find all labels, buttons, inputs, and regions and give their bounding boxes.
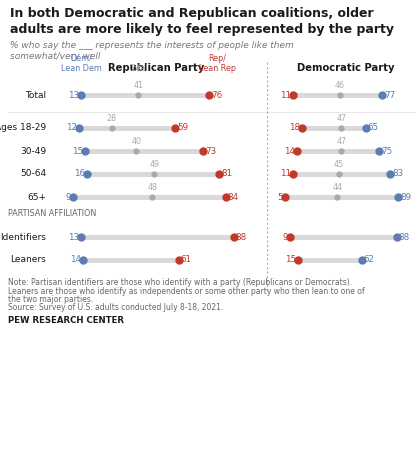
Text: Dem/
Lean Dem: Dem/ Lean Dem <box>61 54 102 73</box>
Text: 65: 65 <box>368 123 379 132</box>
Text: 11: 11 <box>280 170 291 178</box>
Text: 12: 12 <box>66 123 77 132</box>
Text: Identifiers: Identifiers <box>0 233 46 241</box>
Text: 59: 59 <box>177 123 188 132</box>
FancyBboxPatch shape <box>293 92 382 97</box>
Text: 47: 47 <box>336 114 346 123</box>
Text: Source: Survey of U.S. adults conducted July 8-18, 2021.: Source: Survey of U.S. adults conducted … <box>8 303 223 313</box>
Text: 88: 88 <box>399 233 410 241</box>
Text: 44: 44 <box>332 183 342 192</box>
FancyBboxPatch shape <box>302 125 366 130</box>
Text: 9: 9 <box>283 233 288 241</box>
Text: 48: 48 <box>147 183 158 192</box>
Text: 5: 5 <box>277 192 283 201</box>
Text: % who say the ___ represents the interests of people like them
somewhat/very wel: % who say the ___ represents the interes… <box>10 41 294 62</box>
Text: 18: 18 <box>289 123 300 132</box>
Text: Ages 18-29: Ages 18-29 <box>0 123 46 132</box>
Text: 30-49: 30-49 <box>20 146 46 156</box>
Text: 45: 45 <box>333 160 344 169</box>
Text: 14: 14 <box>71 255 81 265</box>
Text: 47: 47 <box>336 137 346 146</box>
Text: 50-64: 50-64 <box>20 170 46 178</box>
Text: 84: 84 <box>228 192 239 201</box>
Text: 15: 15 <box>72 146 84 156</box>
FancyBboxPatch shape <box>85 149 203 153</box>
FancyBboxPatch shape <box>297 149 379 153</box>
Text: 49: 49 <box>150 160 160 169</box>
Text: 28: 28 <box>107 114 117 123</box>
Text: 83: 83 <box>392 170 403 178</box>
Text: 9: 9 <box>66 192 71 201</box>
Text: Note: Partisan identifiers are those who identify with a party (Republicans or D: Note: Partisan identifiers are those who… <box>8 278 352 287</box>
Text: the two major parties.: the two major parties. <box>8 295 93 304</box>
FancyBboxPatch shape <box>79 125 175 130</box>
Text: PEW RESEARCH CENTER: PEW RESEARCH CENTER <box>8 316 124 325</box>
Text: 65+: 65+ <box>27 192 46 201</box>
Text: 88: 88 <box>236 233 247 241</box>
Text: In both Democratic and Republican coalitions, older
adults are more likely to fe: In both Democratic and Republican coalit… <box>10 7 394 35</box>
Text: 61: 61 <box>181 255 192 265</box>
Text: 41: 41 <box>133 81 143 90</box>
Text: Republican Party: Republican Party <box>108 63 205 73</box>
FancyBboxPatch shape <box>81 92 209 97</box>
Text: 46: 46 <box>335 81 345 90</box>
Text: Total: Total <box>129 64 147 73</box>
Text: Leaners: Leaners <box>10 255 46 265</box>
Text: Democratic Party: Democratic Party <box>297 63 394 73</box>
Text: 77: 77 <box>384 90 395 100</box>
Text: 73: 73 <box>205 146 216 156</box>
Text: Total: Total <box>25 90 46 100</box>
Text: 13: 13 <box>68 233 79 241</box>
Text: 15: 15 <box>285 255 296 265</box>
Text: 62: 62 <box>364 255 375 265</box>
Text: Rep/
Lean Rep: Rep/ Lean Rep <box>199 54 236 73</box>
FancyBboxPatch shape <box>285 194 398 199</box>
FancyBboxPatch shape <box>293 171 390 177</box>
Text: 16: 16 <box>74 170 86 178</box>
FancyBboxPatch shape <box>290 234 397 240</box>
FancyBboxPatch shape <box>298 258 362 262</box>
Text: 13: 13 <box>68 90 79 100</box>
Text: 14: 14 <box>284 146 295 156</box>
Text: PARTISAN AFFILIATION: PARTISAN AFFILIATION <box>8 208 96 218</box>
Text: 81: 81 <box>221 170 233 178</box>
Text: 11: 11 <box>280 90 291 100</box>
FancyBboxPatch shape <box>84 258 179 262</box>
FancyBboxPatch shape <box>87 171 219 177</box>
Text: 40: 40 <box>131 137 141 146</box>
FancyBboxPatch shape <box>73 194 226 199</box>
Text: 75: 75 <box>381 146 393 156</box>
FancyBboxPatch shape <box>81 234 234 240</box>
Text: Leaners are those who identify as independents or some other party who then lean: Leaners are those who identify as indepe… <box>8 287 365 295</box>
Text: 89: 89 <box>400 192 411 201</box>
Text: 76: 76 <box>211 90 223 100</box>
